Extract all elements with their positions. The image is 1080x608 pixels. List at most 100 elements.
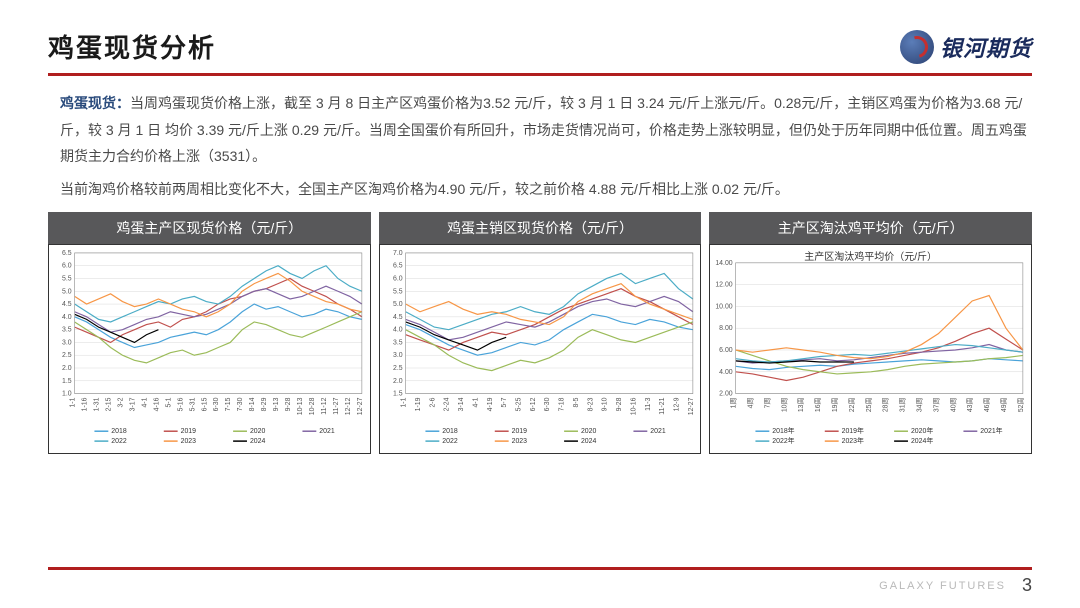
svg-text:5-25: 5-25 <box>515 398 522 412</box>
svg-text:8-29: 8-29 <box>261 398 268 412</box>
svg-text:2022: 2022 <box>111 438 127 445</box>
svg-text:2021: 2021 <box>319 429 335 436</box>
svg-text:4-1: 4-1 <box>472 398 479 408</box>
svg-text:5-1: 5-1 <box>165 398 172 408</box>
svg-text:6.0: 6.0 <box>62 263 72 270</box>
svg-text:5.0: 5.0 <box>393 301 403 308</box>
chart-3-box: 主产区淘汰鸡平均价（元/斤） 2.004.006.008.0010.0012.0… <box>709 244 1032 454</box>
svg-text:10-13: 10-13 <box>297 398 304 416</box>
svg-text:1-19: 1-19 <box>415 398 422 412</box>
footer: GALAXY FUTURES 3 <box>48 575 1032 596</box>
divider-bottom <box>48 567 1032 570</box>
svg-text:5-7: 5-7 <box>501 398 508 408</box>
svg-text:4-16: 4-16 <box>153 398 160 412</box>
svg-text:2018年: 2018年 <box>773 427 795 436</box>
svg-text:2.5: 2.5 <box>62 353 72 360</box>
svg-text:3-2: 3-2 <box>118 398 125 408</box>
svg-text:6.0: 6.0 <box>393 276 403 283</box>
svg-text:2.00: 2.00 <box>720 391 734 398</box>
svg-text:4周: 4周 <box>747 398 755 409</box>
svg-text:2.0: 2.0 <box>393 378 403 385</box>
footer-brand: GALAXY FUTURES <box>879 580 1006 592</box>
chart-1-box: 1.01.52.02.53.03.54.04.55.05.56.06.51-11… <box>48 244 371 454</box>
svg-text:2020: 2020 <box>581 429 597 436</box>
logo-text: 银河期货 <box>940 31 1032 63</box>
svg-text:9-10: 9-10 <box>601 398 608 412</box>
chart-2-title: 鸡蛋主销区现货价格（元/斤） <box>379 212 702 244</box>
svg-text:46周: 46周 <box>983 398 991 413</box>
svg-text:12.00: 12.00 <box>716 282 733 289</box>
svg-text:9-13: 9-13 <box>273 398 280 412</box>
svg-text:2020年: 2020年 <box>911 427 933 436</box>
svg-text:12-9: 12-9 <box>673 398 680 412</box>
svg-text:19周: 19周 <box>831 398 839 413</box>
svg-text:5.5: 5.5 <box>62 276 72 283</box>
svg-text:11-12: 11-12 <box>321 398 328 415</box>
svg-text:11-21: 11-21 <box>659 398 666 415</box>
svg-text:6-30: 6-30 <box>213 398 220 412</box>
svg-text:7-18: 7-18 <box>558 398 565 412</box>
svg-text:8-5: 8-5 <box>573 398 580 408</box>
chart-2: 鸡蛋主销区现货价格（元/斤） 1.52.02.53.03.54.04.55.05… <box>379 212 702 454</box>
chart-3-title: 主产区淘汰鸡平均价（元/斤） <box>709 212 1032 244</box>
svg-text:2.0: 2.0 <box>62 365 72 372</box>
svg-text:2019: 2019 <box>511 429 527 436</box>
paragraph-1-body: 当周鸡蛋现货价格上涨，截至 3 月 8 日主产区鸡蛋价格为3.52 元/斤，较 … <box>60 95 1027 164</box>
svg-text:4.00: 4.00 <box>720 369 734 376</box>
svg-text:8-14: 8-14 <box>249 398 256 412</box>
svg-text:1-16: 1-16 <box>82 398 89 412</box>
svg-text:2-15: 2-15 <box>106 398 113 412</box>
svg-text:8.00: 8.00 <box>720 326 734 333</box>
paragraph-2: 当前淘鸡价格较前两周相比变化不大，全国主产区淘鸡价格为4.90 元/斤，较之前价… <box>60 176 1032 203</box>
charts-row: 鸡蛋主产区现货价格（元/斤） 1.01.52.02.53.03.54.04.55… <box>48 212 1032 454</box>
svg-text:37周: 37周 <box>933 398 941 413</box>
svg-text:1周: 1周 <box>730 398 738 409</box>
svg-text:3-14: 3-14 <box>458 398 465 412</box>
svg-text:52周: 52周 <box>1017 398 1025 413</box>
svg-text:31周: 31周 <box>899 398 907 413</box>
page-number: 3 <box>1022 575 1032 596</box>
svg-text:49周: 49周 <box>1000 398 1008 413</box>
svg-text:3.5: 3.5 <box>393 340 403 347</box>
chart-3: 主产区淘汰鸡平均价（元/斤） 主产区淘汰鸡平均价（元/斤） 2.004.006.… <box>709 212 1032 454</box>
paragraph-1: 鸡蛋现货：当周鸡蛋现货价格上涨，截至 3 月 8 日主产区鸡蛋价格为3.52 元… <box>60 90 1032 170</box>
logo: 银河期货 <box>900 30 1032 64</box>
svg-text:13周: 13周 <box>798 398 806 413</box>
svg-text:3.0: 3.0 <box>62 340 72 347</box>
svg-text:43周: 43周 <box>967 398 975 413</box>
svg-text:9-28: 9-28 <box>616 398 623 412</box>
chart-2-box: 1.52.02.53.03.54.04.55.05.56.06.57.01-11… <box>379 244 702 454</box>
svg-text:1.5: 1.5 <box>393 391 403 398</box>
svg-text:4.5: 4.5 <box>393 314 403 321</box>
svg-text:12-27: 12-27 <box>688 398 695 416</box>
svg-text:12-12: 12-12 <box>345 398 352 416</box>
svg-text:2023: 2023 <box>181 438 197 445</box>
svg-text:5.0: 5.0 <box>62 289 72 296</box>
svg-text:7.0: 7.0 <box>393 250 403 257</box>
svg-text:6-12: 6-12 <box>530 398 537 412</box>
svg-text:2022: 2022 <box>442 438 458 445</box>
paragraph-1-lead: 鸡蛋现货： <box>60 95 130 111</box>
svg-text:2.5: 2.5 <box>393 365 403 372</box>
header: 鸡蛋现货分析 银河期货 <box>48 28 1032 65</box>
svg-text:7周: 7周 <box>764 398 772 409</box>
svg-text:2024: 2024 <box>250 438 266 445</box>
svg-text:16周: 16周 <box>814 398 822 413</box>
svg-text:6.00: 6.00 <box>720 347 734 354</box>
svg-text:2-24: 2-24 <box>443 398 450 412</box>
divider-top <box>48 73 1032 76</box>
svg-text:4.0: 4.0 <box>393 327 403 334</box>
svg-text:6.5: 6.5 <box>393 263 403 270</box>
svg-text:2024: 2024 <box>581 438 597 445</box>
svg-text:4-1: 4-1 <box>141 398 148 408</box>
svg-text:2019: 2019 <box>181 429 197 436</box>
svg-text:3.5: 3.5 <box>62 327 72 334</box>
svg-text:2018: 2018 <box>111 429 127 436</box>
svg-text:8-23: 8-23 <box>587 398 594 412</box>
svg-text:2018: 2018 <box>442 429 458 436</box>
svg-text:5.5: 5.5 <box>393 289 403 296</box>
svg-text:12-27: 12-27 <box>357 398 364 416</box>
svg-text:5-16: 5-16 <box>177 398 184 412</box>
svg-text:6.5: 6.5 <box>62 250 72 257</box>
svg-text:1-31: 1-31 <box>94 398 101 412</box>
